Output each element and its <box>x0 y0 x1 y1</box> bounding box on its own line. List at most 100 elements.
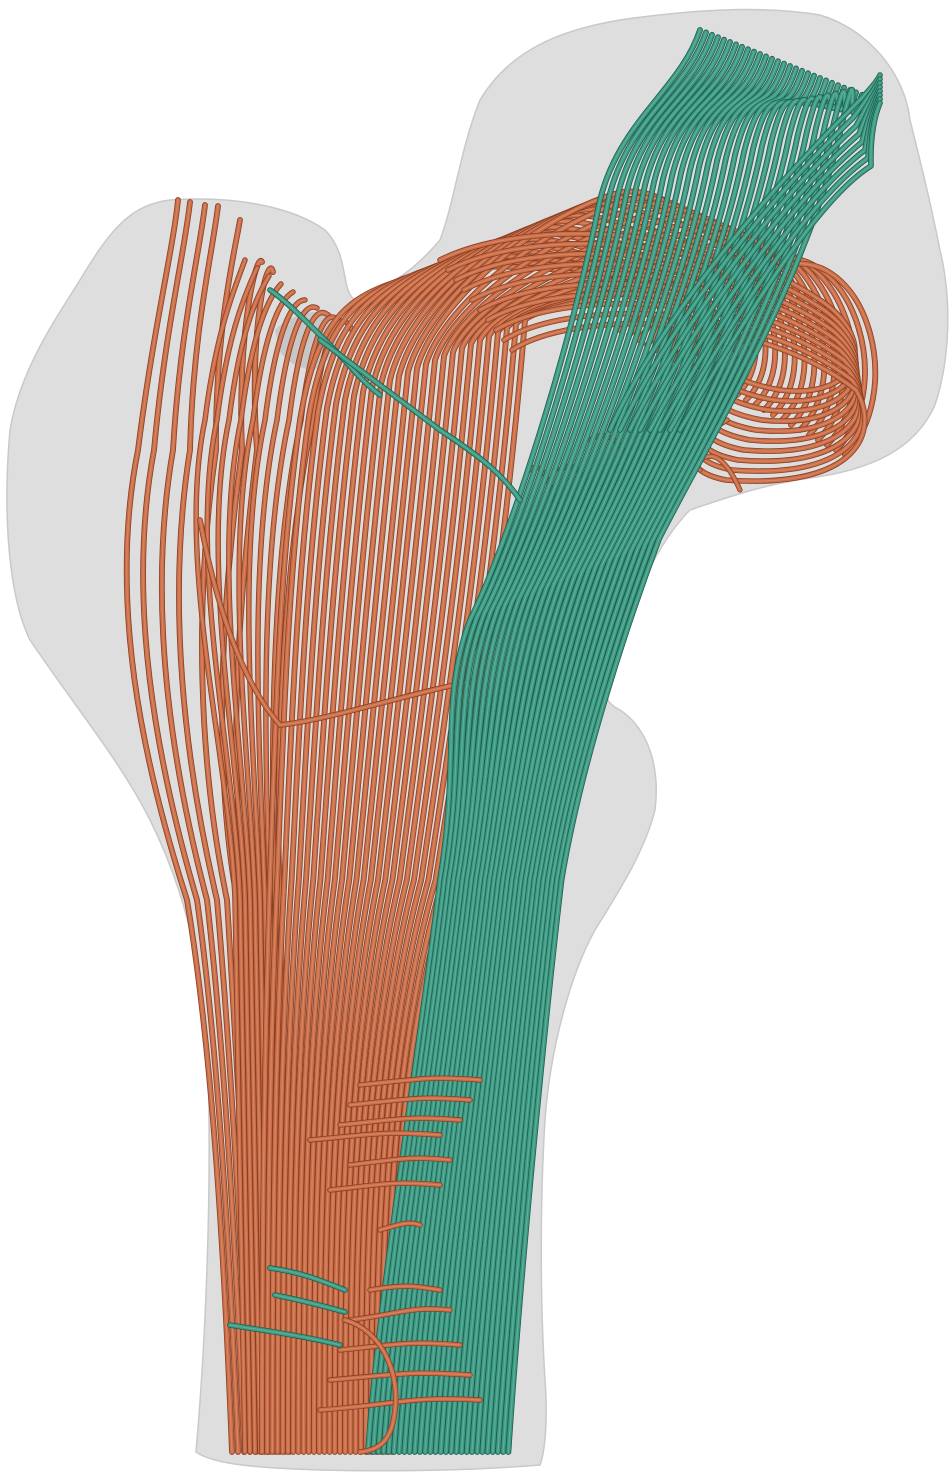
compressive-fiber-109-highlight <box>379 1222 421 1231</box>
compressive-fiber-2-highlight <box>161 204 245 1453</box>
tensile-fiber-90 <box>495 87 853 1455</box>
tensile-fiber-82-highlight <box>455 70 803 1453</box>
tensile-fiber-66 <box>370 29 709 1455</box>
compressive-fiber-113 <box>327 1370 473 1383</box>
tensile-fiber-84-highlight <box>466 74 815 1453</box>
tensile-fiber-68 <box>380 34 721 1455</box>
tensile-fiber-75-highlight <box>419 53 761 1453</box>
tensile-fiber-67 <box>375 31 715 1455</box>
tensile-fiber-68-highlight <box>382 36 719 1453</box>
tensile-fiber-70 <box>391 39 733 1455</box>
tensile-fiber-78-highlight <box>434 60 779 1453</box>
compressive-fiber-21-highlight <box>282 244 672 1453</box>
compressive-fiber-53 <box>197 517 483 728</box>
compressive-fiber-112 <box>337 1340 463 1353</box>
compressive-fiber-10 <box>226 281 284 1455</box>
compressive-fiber-7-highlight <box>195 259 246 1453</box>
compressive-fiber-9 <box>215 273 272 1455</box>
compressive-fiber-9-highlight <box>217 275 270 1453</box>
tensile-fiber-70-highlight <box>393 41 731 1453</box>
compressive-fiber-1-highlight <box>142 201 239 1453</box>
tensile-fiber-71-highlight <box>398 43 737 1453</box>
compressive-fiber-108-highlight <box>329 1182 441 1191</box>
tensile-fiber-79 <box>437 60 787 1455</box>
compressive-fiber-114 <box>317 1396 483 1413</box>
compressive-fiber-108 <box>327 1180 443 1193</box>
tensile-fiber-94-highlight <box>619 78 881 431</box>
compressive-fiber-109 <box>377 1220 423 1233</box>
compressive-fiber-114-highlight <box>319 1398 481 1411</box>
tensile-fiber-81 <box>448 65 799 1455</box>
compressive-fiber-106-highlight <box>309 1132 441 1141</box>
compressive-fiber-118-highlight <box>344 1319 397 1453</box>
compressive-fiber-11 <box>236 289 296 1455</box>
tensile-fiber-93 <box>607 72 883 433</box>
compressive-fiber-112-highlight <box>339 1342 461 1351</box>
tensile-fiber-71 <box>396 41 739 1455</box>
tensile-fiber-85-highlight <box>471 77 821 1453</box>
tensile-fiber-102-highlight <box>319 339 521 501</box>
tensile-fiber-69 <box>385 36 727 1455</box>
tensile-fiber-66-highlight <box>372 31 707 1453</box>
tensile-fiber-76-highlight <box>424 55 767 1453</box>
compressive-fiber-8-highlight <box>206 267 258 1453</box>
tensile-fiber-77 <box>427 55 775 1455</box>
compressive-fiber-110-highlight <box>369 1285 441 1291</box>
tensile-fiber-116 <box>272 1292 348 1315</box>
tensile-fiber-73 <box>406 46 751 1455</box>
tensile-fiber-102 <box>317 337 523 503</box>
compressive-fiber-11-highlight <box>238 291 294 1453</box>
tensile-fiber-74-highlight <box>414 50 755 1453</box>
tensile-fiber-117-highlight <box>229 1324 341 1346</box>
tensile-fiber-group <box>267 27 883 1455</box>
front-fiber-group <box>227 1075 483 1455</box>
tensile-fiber-80 <box>443 63 793 1455</box>
tensile-fiber-115 <box>267 1265 348 1293</box>
compressive-fiber-1 <box>140 199 241 1455</box>
tensile-fiber-83 <box>458 70 811 1455</box>
tensile-fiber-73-highlight <box>408 48 749 1453</box>
compressive-fiber-113-highlight <box>329 1372 471 1381</box>
tensile-fiber-65-highlight <box>367 29 701 1453</box>
compressive-fiber-107-highlight <box>349 1157 451 1166</box>
compressive-fiber-105-highlight <box>339 1117 461 1126</box>
tensile-fiber-81-highlight <box>450 67 797 1453</box>
compressive-fiber-7 <box>193 257 248 1455</box>
compressive-fiber-111 <box>347 1306 453 1323</box>
tensile-fiber-116-highlight <box>274 1294 346 1313</box>
compressive-fiber-0-highlight <box>126 199 233 1453</box>
tensile-fiber-100-highlight <box>679 102 881 431</box>
compressive-fiber-0 <box>123 197 235 1455</box>
tensile-fiber-72 <box>401 43 745 1455</box>
tensile-fiber-94 <box>617 76 883 433</box>
compressive-fiber-103 <box>357 1075 483 1088</box>
tensile-fiber-67-highlight <box>377 34 713 1453</box>
tensile-fiber-80-highlight <box>445 65 791 1453</box>
tensile-fiber-76 <box>422 53 769 1455</box>
tensile-fiber-93-highlight <box>609 74 881 431</box>
tensile-fiber-86-highlight <box>476 79 827 1453</box>
tensile-fiber-90-highlight <box>497 89 851 1453</box>
tensile-fiber-87 <box>479 79 835 1455</box>
tensile-fiber-74 <box>411 48 757 1455</box>
compressive-fiber-2 <box>159 202 247 1455</box>
tensile-fiber-82 <box>453 67 805 1455</box>
tensile-fiber-117 <box>227 1322 343 1348</box>
compressive-fiber-111-highlight <box>349 1308 451 1321</box>
tensile-fiber-88-highlight <box>486 84 839 1453</box>
tensile-fiber-86 <box>474 77 829 1455</box>
compressive-fiber-104-highlight <box>349 1097 471 1106</box>
tensile-fiber-75 <box>417 51 763 1455</box>
tensile-fiber-89 <box>489 84 847 1455</box>
compressive-fiber-104 <box>347 1095 473 1108</box>
tensile-fiber-100 <box>677 100 883 433</box>
tensile-fiber-92 <box>505 86 865 1455</box>
tensile-fiber-69-highlight <box>388 38 725 1453</box>
compressive-fiber-106 <box>307 1130 443 1143</box>
tensile-fiber-91-highlight <box>502 91 857 1453</box>
compressive-fiber-110 <box>367 1283 443 1293</box>
tensile-fiber-85 <box>469 75 823 1455</box>
compressive-fiber-21 <box>279 242 674 1455</box>
tensile-fiber-77-highlight <box>429 58 773 1453</box>
tensile-fiber-92-highlight <box>507 89 863 1453</box>
